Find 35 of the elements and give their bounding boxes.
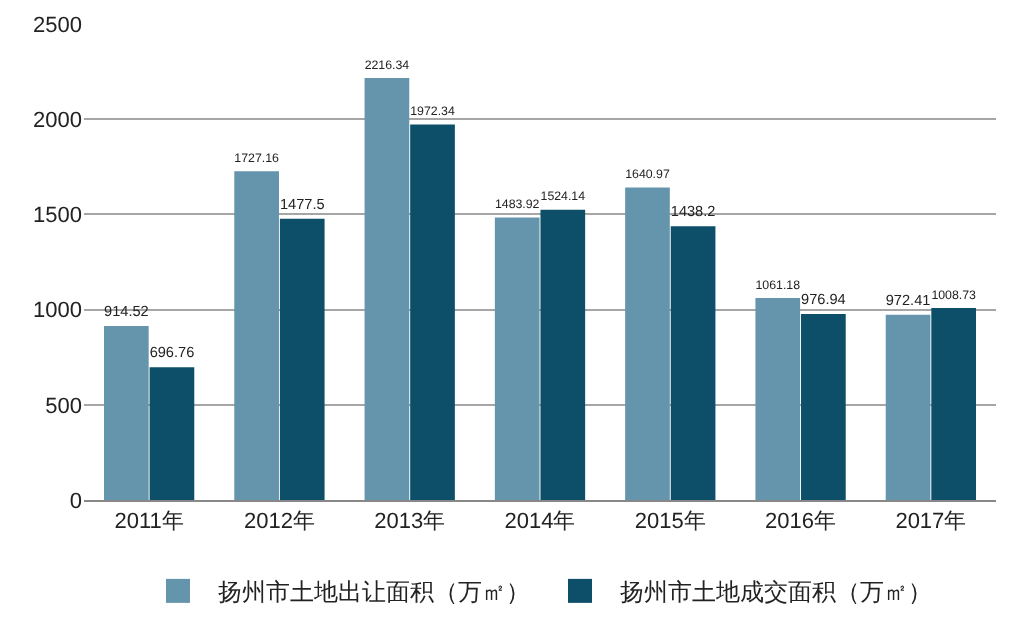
x-tick-label: 2013年	[374, 510, 446, 535]
bar	[540, 209, 586, 500]
x-tick-label: 2015年	[634, 510, 706, 535]
data-label: 1477.5	[279, 194, 325, 213]
y-tick-label: 1000	[33, 299, 82, 324]
bar	[625, 187, 670, 500]
bar	[801, 314, 846, 500]
data-label: 696.76	[149, 343, 195, 362]
bar	[755, 297, 801, 500]
bar	[885, 314, 931, 500]
bar	[234, 171, 279, 500]
data-label: 972.41	[885, 290, 931, 309]
y-tick-label: 1500	[33, 204, 82, 229]
legend-label: 扬州市土地成交面积（万㎡）	[620, 578, 932, 607]
x-tick-label: 2017年	[895, 510, 967, 535]
bar	[149, 367, 195, 500]
data-label: 914.52	[104, 301, 149, 320]
y-tick-label: 2000	[33, 108, 82, 133]
x-tick-label: 2014年	[504, 510, 576, 535]
data-label: 1438.2	[670, 202, 716, 221]
bar	[364, 78, 410, 500]
y-tick-label: 2500	[33, 13, 82, 38]
x-tick-label: 2016年	[765, 510, 837, 535]
y-tick-label: 0	[69, 489, 82, 514]
bar	[104, 325, 149, 500]
legend-label: 扬州市土地出让面积（万㎡）	[218, 578, 530, 607]
data-label: 976.94	[801, 290, 846, 309]
x-tick-label: 2011年	[114, 510, 184, 535]
x-tick-label: 2012年	[243, 510, 315, 535]
bar	[279, 218, 325, 500]
bar	[494, 217, 540, 500]
y-tick-label: 500	[45, 394, 82, 419]
bar	[410, 124, 455, 500]
bar	[670, 226, 716, 500]
bar	[931, 307, 976, 500]
